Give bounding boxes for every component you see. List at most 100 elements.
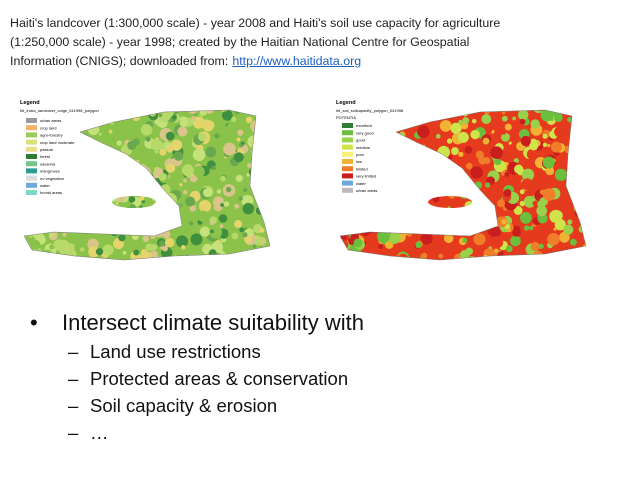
map-patch (454, 97, 460, 103)
legend-swatch (342, 123, 353, 128)
legend-swatch (26, 161, 37, 167)
map-patch (171, 114, 177, 120)
legend-swatch (342, 137, 353, 143)
map-patch (463, 261, 475, 273)
map-patch (283, 105, 286, 108)
map-patch (420, 232, 433, 245)
map-patch (514, 164, 524, 174)
map-patch (383, 135, 390, 142)
map-patch (469, 215, 480, 226)
map-patch (199, 110, 208, 116)
map-patch (575, 116, 586, 128)
map-patch (446, 110, 456, 115)
map-patch (244, 250, 256, 260)
map-patch (96, 189, 108, 201)
map-patch (14, 186, 18, 194)
map-patch (378, 255, 384, 260)
map-patch (19, 270, 30, 281)
map-patch (154, 214, 159, 219)
map-patch (393, 286, 399, 290)
map-patch (15, 246, 20, 251)
map-patch (340, 248, 343, 260)
map-patch (172, 210, 179, 217)
map-patch (80, 191, 90, 201)
map-patch (450, 190, 454, 195)
map-patch (595, 175, 606, 186)
map-patch (98, 288, 101, 290)
legend-item: urban areas (356, 188, 377, 193)
map-patch (85, 140, 98, 154)
map-patch (133, 249, 140, 256)
map-patch (363, 153, 374, 164)
map-patch (174, 279, 186, 290)
map-patch (451, 273, 460, 282)
map-patch (600, 108, 612, 120)
map-patch (158, 104, 162, 108)
map-patch (107, 206, 119, 219)
map-patch (334, 271, 339, 276)
map-patch (504, 172, 510, 177)
map-patch (279, 257, 289, 267)
map-patch (49, 232, 54, 238)
map-patch (115, 201, 119, 206)
map-patch (470, 166, 483, 179)
map-patch (90, 279, 97, 286)
map-patch (605, 104, 613, 112)
map-patch (366, 222, 372, 228)
map-patch (158, 240, 165, 247)
map-patch (239, 227, 245, 233)
map-patch (88, 246, 100, 258)
map-patch (359, 224, 372, 236)
map-patch (281, 281, 288, 288)
map-patch (615, 274, 622, 282)
map-patch (277, 210, 288, 221)
map-patch (231, 116, 237, 122)
map-patch (330, 121, 336, 132)
map-patch (382, 168, 395, 181)
map-patch (42, 272, 50, 280)
map-patch (91, 160, 98, 167)
map-patch (552, 286, 558, 290)
map-patch (191, 283, 202, 290)
sub-marker: – (68, 341, 79, 362)
map-patch (469, 96, 481, 108)
map-patch (378, 244, 383, 249)
legend-swatch (26, 182, 37, 188)
map-patch (481, 114, 492, 125)
map-patch (297, 171, 306, 184)
map-patch (599, 260, 602, 263)
map-patch (332, 142, 338, 148)
map-patch (501, 111, 506, 115)
map-patch (14, 236, 22, 248)
map-patch (584, 181, 586, 187)
map-patch (491, 282, 500, 290)
map-patch (189, 204, 197, 212)
map-patch (107, 192, 112, 196)
map-patch (571, 252, 577, 258)
map-patch (193, 120, 197, 124)
map-patch (428, 161, 437, 170)
map-patch (16, 123, 23, 130)
map-patch (265, 217, 270, 229)
map-patch (30, 239, 41, 250)
map-patch (279, 217, 290, 228)
map-patch (453, 270, 462, 279)
map-patch (602, 226, 607, 231)
map-patch (619, 233, 622, 239)
link[interactable]: http://www.haitidata.org (232, 54, 362, 68)
header-line: (1:250,000 scale) - year 1998; created b… (10, 35, 470, 49)
map-patch (188, 266, 193, 271)
map-patch (14, 130, 17, 133)
map-patch (398, 253, 409, 260)
map-patch (331, 226, 336, 231)
map-patch (241, 264, 245, 268)
map-patch (570, 130, 576, 136)
map-patch (141, 213, 153, 225)
map-patch (288, 183, 299, 194)
map-patch (24, 179, 25, 186)
map-patch (24, 157, 28, 171)
map-patch (116, 278, 123, 285)
map-patch (608, 173, 617, 182)
map-patch (399, 169, 411, 181)
map-patch (355, 115, 361, 121)
